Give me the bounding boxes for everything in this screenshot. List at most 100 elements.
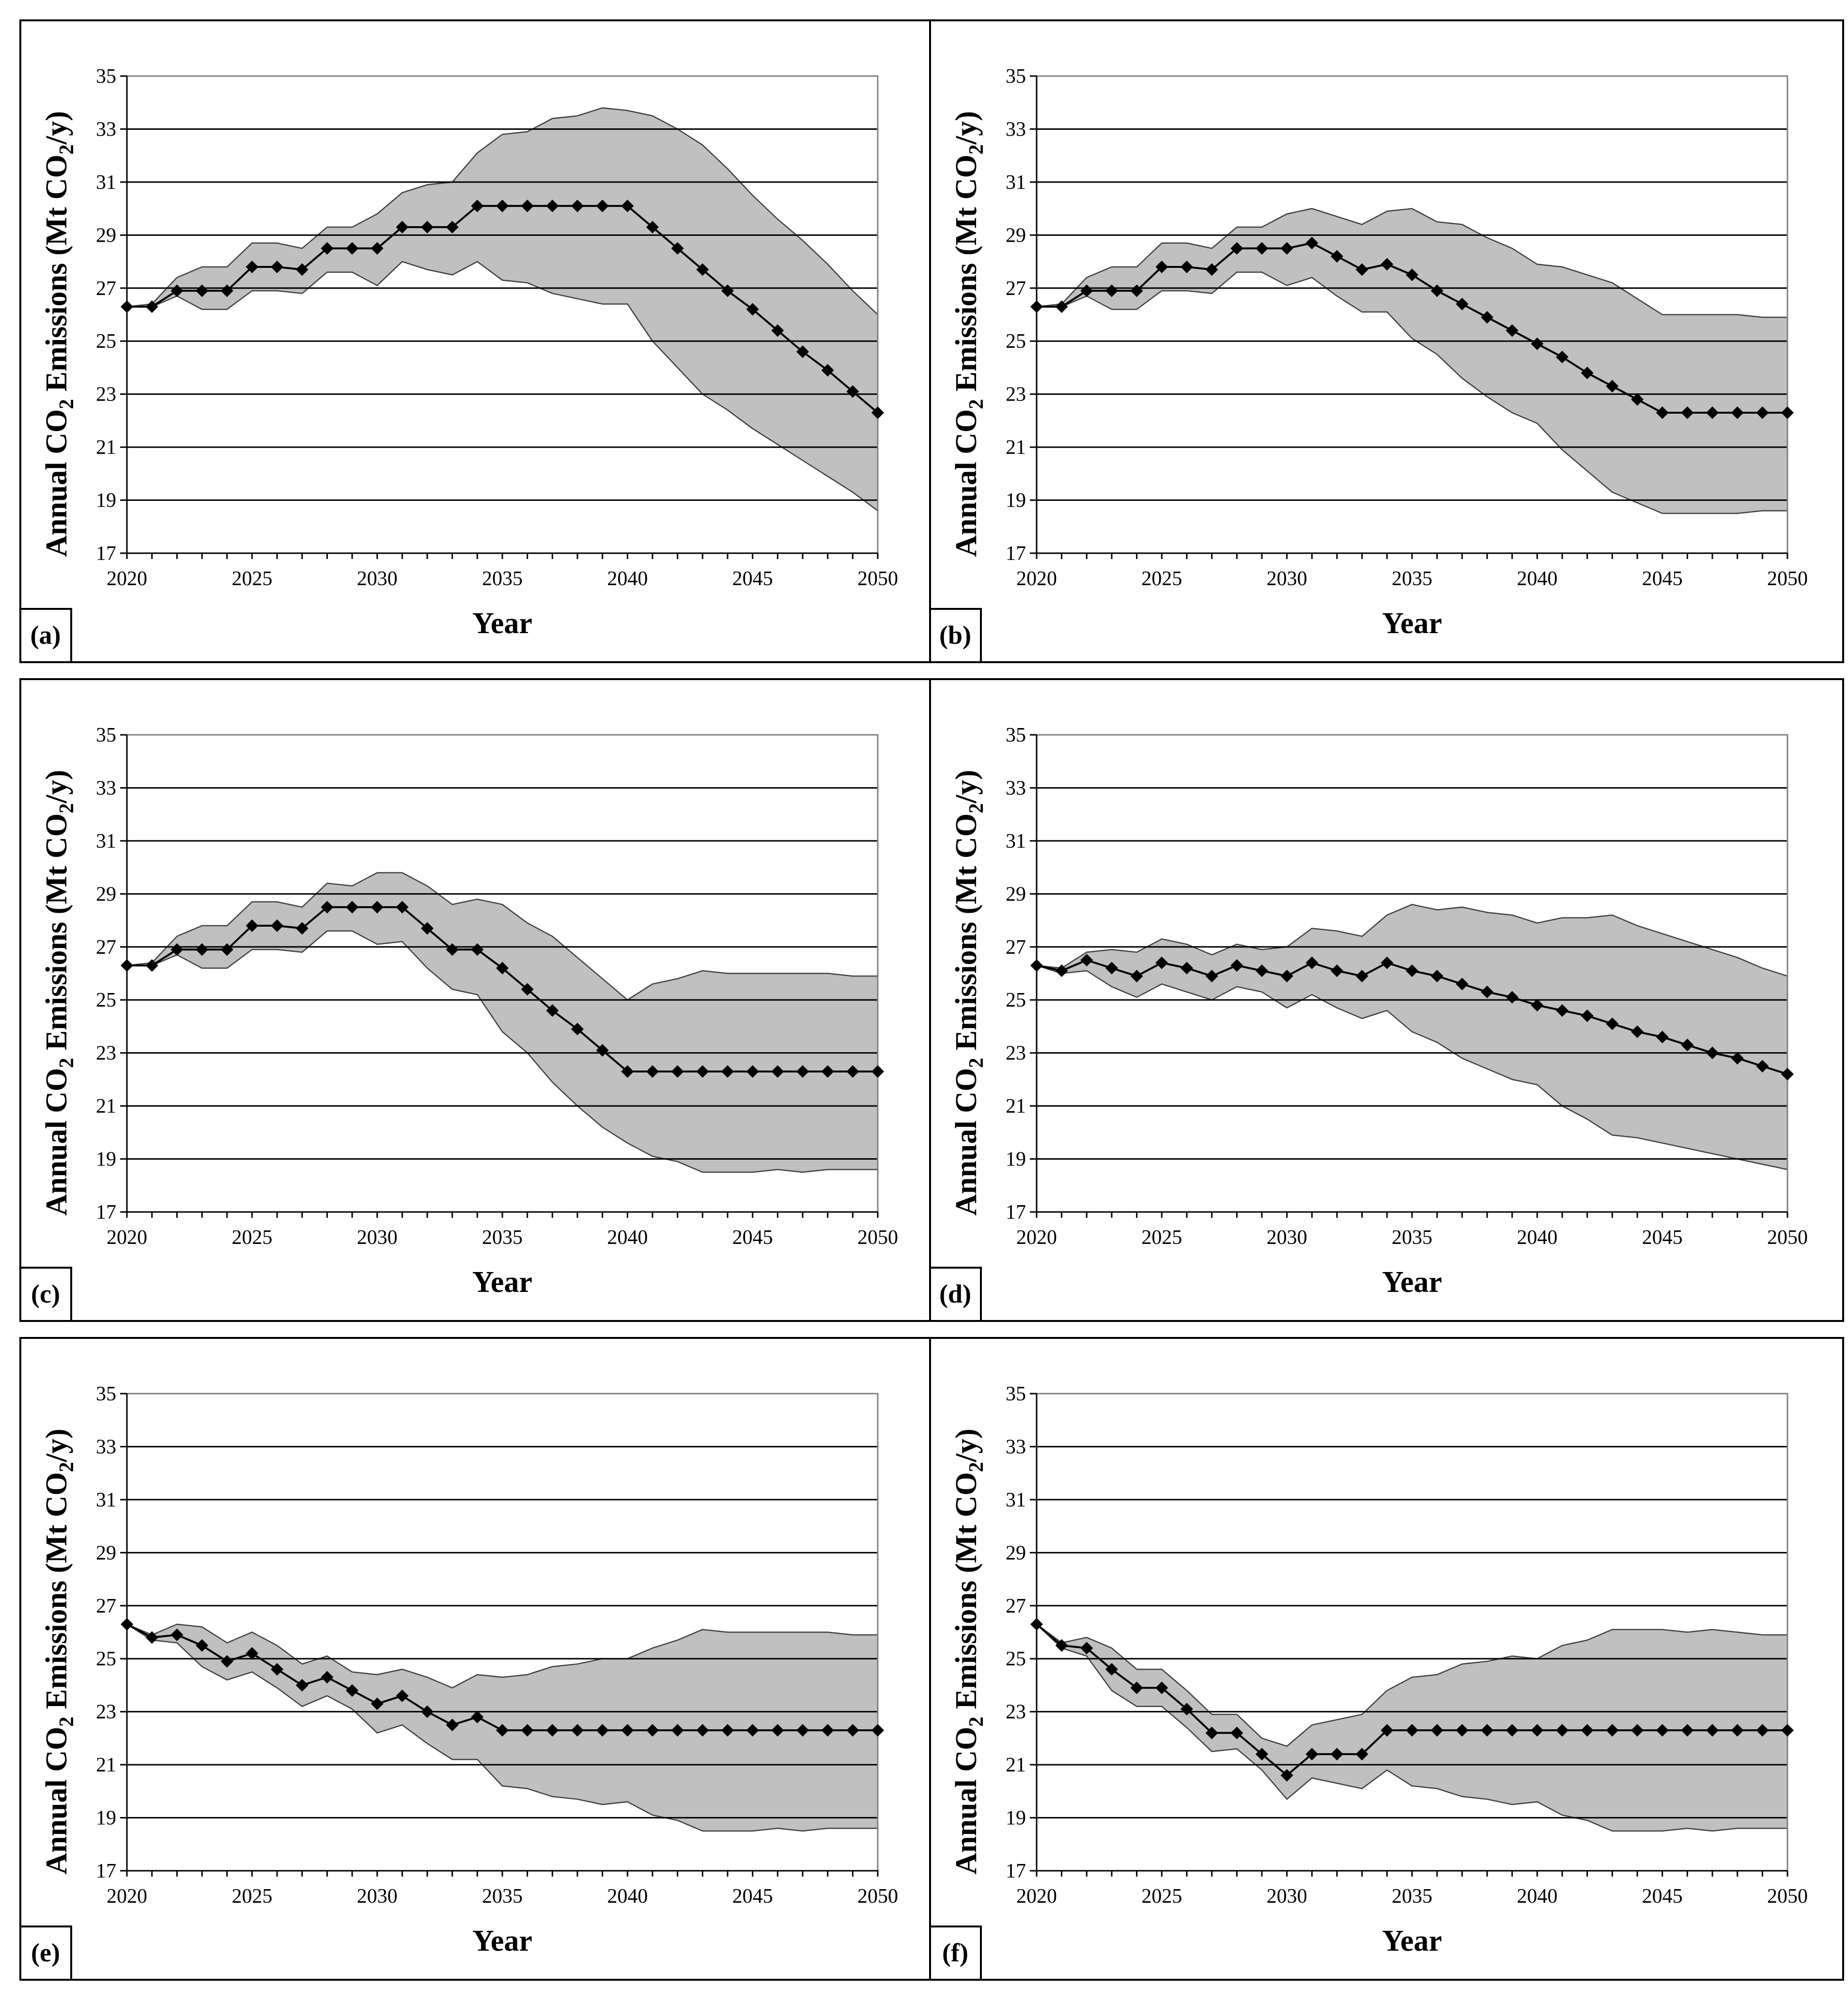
data-point: [1256, 1748, 1268, 1761]
data-point: [671, 1065, 684, 1078]
y-tick-label: 33: [96, 118, 116, 140]
y-tick-label: 29: [96, 1542, 116, 1564]
x-tick-label: 2025: [232, 1227, 272, 1249]
y-tick-label: 19: [96, 490, 116, 512]
y-axis-title: Annual CO2 Emissions (Mt CO2/y): [40, 770, 78, 1215]
data-point: [1381, 956, 1394, 969]
y-title-part: Emissions (Mt CO: [950, 813, 983, 1058]
data-point: [496, 1724, 509, 1737]
data-point: [1606, 380, 1619, 393]
data-point: [346, 901, 358, 914]
y-tick-label: 17: [1006, 543, 1026, 565]
data-point: [1080, 954, 1093, 967]
y-tick-label: 25: [96, 989, 116, 1011]
data-point: [1230, 1726, 1243, 1739]
x-tick-label: 2035: [1392, 1885, 1432, 1908]
data-point: [1531, 337, 1544, 350]
data-point: [1731, 1052, 1744, 1065]
data-point: [721, 1724, 734, 1737]
x-tick-label: 2040: [1517, 1885, 1557, 1908]
subscript: 2: [56, 144, 78, 155]
data-point: [1130, 969, 1143, 982]
data-point: [1781, 1724, 1794, 1737]
panel-label-box: [19, 1925, 72, 1981]
data-point: [321, 242, 334, 255]
y-tick-label: 23: [1006, 1042, 1026, 1065]
panel-label-box: [929, 1925, 982, 1981]
x-tick-label: 2045: [1642, 1227, 1683, 1249]
data-point: [1355, 969, 1368, 982]
data-point: [1331, 964, 1343, 978]
data-point: [1406, 1724, 1418, 1737]
data-point: [521, 983, 534, 996]
data-point: [1030, 300, 1043, 313]
data-point: [646, 220, 659, 233]
y-tick-label: 17: [96, 1201, 116, 1224]
data-point: [1030, 959, 1043, 972]
x-axis-title: Year: [472, 607, 532, 640]
y-tick-label: 31: [96, 171, 116, 194]
data-point: [121, 959, 133, 972]
y-tick-label: 21: [96, 1095, 116, 1118]
data-point: [646, 1724, 659, 1737]
y-tick-label: 27: [96, 936, 116, 959]
data-point: [396, 901, 409, 914]
data-point: [1280, 1769, 1293, 1782]
y-tick-label: 19: [1006, 1149, 1026, 1171]
subscript: 2: [965, 399, 988, 409]
x-tick-label: 2050: [857, 568, 898, 590]
data-point: [1030, 1618, 1043, 1631]
data-point: [1305, 1748, 1319, 1761]
y-axis-title: Annual CO2 Emissions (Mt CO2/y): [950, 1428, 988, 1874]
y-tick-label: 29: [96, 224, 116, 247]
data-point: [246, 919, 259, 932]
data-point: [220, 943, 233, 956]
data-point: [621, 1065, 634, 1078]
data-point: [1105, 1663, 1118, 1676]
data-point: [196, 1639, 208, 1652]
data-point: [721, 284, 734, 297]
data-point: [746, 303, 759, 316]
y-tick-label: 31: [1006, 830, 1026, 853]
x-tick-label: 2035: [482, 1227, 523, 1249]
data-point: [171, 1628, 184, 1641]
y-tick-label: 25: [1006, 989, 1026, 1011]
y-title-part: /y): [40, 1428, 73, 1462]
x-tick-label: 2030: [1267, 568, 1307, 590]
data-point: [546, 200, 559, 213]
data-point: [1531, 1724, 1544, 1737]
data-point: [496, 200, 509, 213]
data-point: [1355, 1748, 1368, 1761]
data-point: [1556, 1724, 1568, 1737]
data-point: [271, 261, 283, 273]
y-tick-label: 25: [96, 1648, 116, 1670]
data-point: [521, 1724, 534, 1737]
x-tick-label: 2050: [1767, 1885, 1808, 1908]
data-point: [771, 1724, 784, 1737]
data-point: [1756, 1724, 1769, 1737]
y-axis-title: Annual CO2 Emissions (Mt CO2/y): [950, 770, 988, 1215]
x-tick-label: 2045: [1642, 568, 1683, 590]
y-tick-label: 33: [1006, 118, 1026, 140]
data-point: [1055, 300, 1068, 313]
x-tick-label: 2040: [607, 1885, 648, 1908]
x-tick-label: 2050: [1767, 568, 1808, 590]
y-title-part: /y): [950, 111, 983, 145]
data-point: [346, 1684, 358, 1697]
x-tick-label: 2025: [1141, 1885, 1182, 1908]
data-point: [1506, 991, 1519, 1004]
data-point: [1256, 964, 1268, 978]
data-point: [1506, 324, 1519, 337]
y-tick-label: 33: [96, 777, 116, 799]
data-point: [446, 1719, 459, 1732]
data-point: [846, 385, 859, 398]
data-point: [145, 1631, 158, 1644]
data-point: [1055, 1639, 1068, 1652]
data-point: [1230, 959, 1243, 972]
data-point: [1681, 1039, 1694, 1052]
data-point: [1180, 261, 1193, 273]
y-tick-label: 27: [96, 278, 116, 300]
data-point: [1556, 351, 1568, 364]
x-tick-label: 2045: [732, 1885, 773, 1908]
y-tick-label: 21: [96, 1754, 116, 1776]
